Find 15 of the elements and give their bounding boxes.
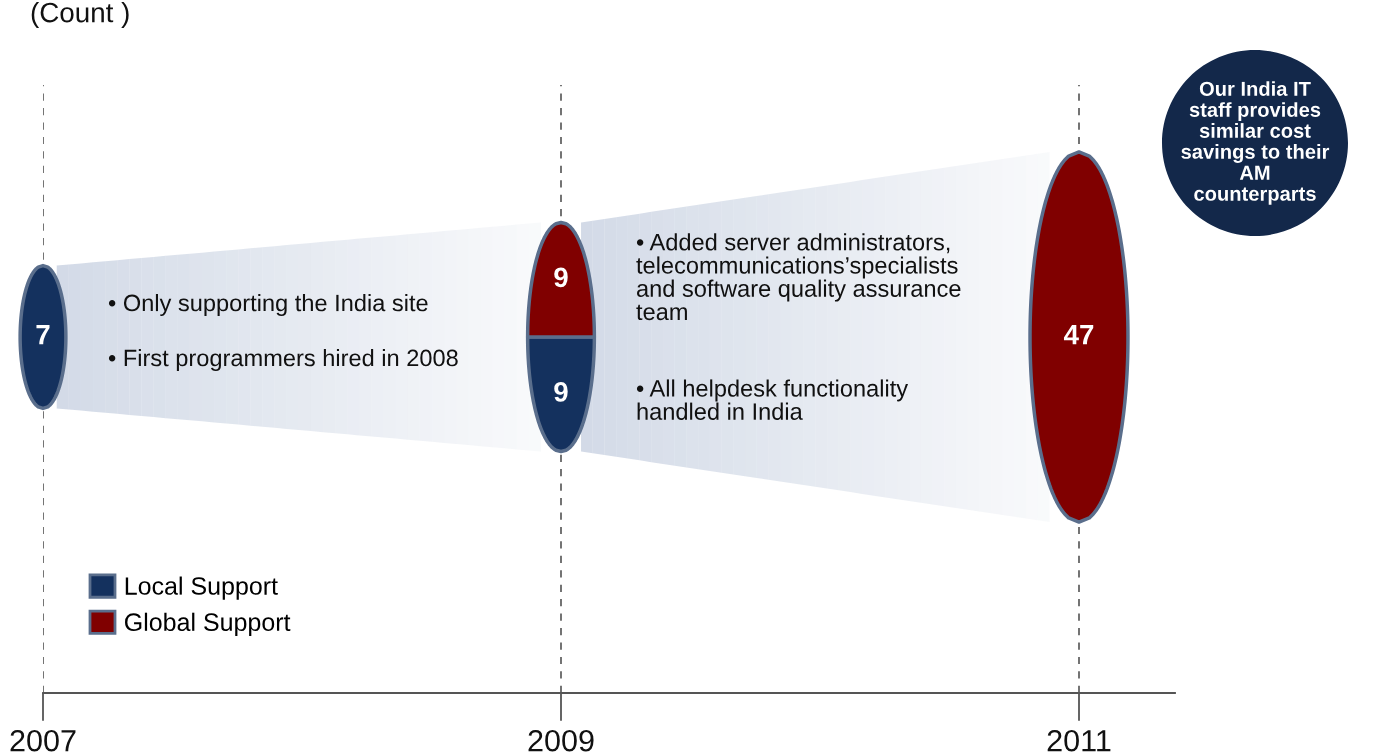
category-label: 2007 [10, 729, 76, 752]
category-label: 2009 [528, 729, 594, 752]
text: • Added server administrators, telecommunications’specialists and software quality assurance team [636, 233, 961, 321]
data-label: 47 [1063, 325, 1094, 345]
category-label: 2011 [1047, 729, 1111, 752]
legend-label: Local Support [125, 576, 278, 600]
text: • Only supporting the India site [108, 294, 428, 317]
legend-label: Global Support [125, 612, 291, 636]
text: • First programmers hired in 2008 [108, 349, 458, 372]
text: • All helpdesk functionality handled in India [636, 379, 909, 420]
data-label: 7 [36, 325, 50, 345]
data-label: 9 [554, 382, 568, 402]
data-label: 9 [554, 267, 568, 288]
text: Our India IT staff provides similar cost savings to their AM counterparts [1181, 81, 1330, 205]
text: (Count ) [31, 2, 129, 28]
